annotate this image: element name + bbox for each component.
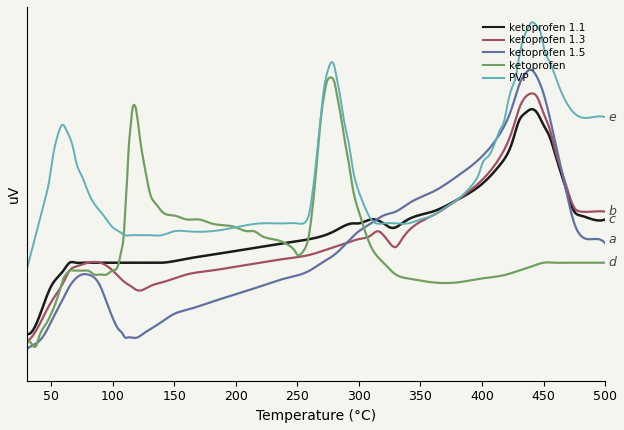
ketoprofen xyxy=(376,256,383,261)
PVP xyxy=(602,114,609,120)
ketoprofen 1.3 xyxy=(22,339,30,344)
ketoprofen 1.5 xyxy=(391,209,399,215)
Line: PVP: PVP xyxy=(26,22,605,270)
PVP xyxy=(521,33,529,38)
ketoprofen 1.1 xyxy=(59,269,66,274)
ketoprofen 1.5 xyxy=(527,67,534,72)
PVP xyxy=(391,221,399,226)
ketoprofen 1.1 xyxy=(392,225,399,230)
ketoprofen xyxy=(59,278,66,283)
Text: d: d xyxy=(609,256,617,269)
Line: ketoprofen 1.1: ketoprofen 1.1 xyxy=(26,109,605,334)
ketoprofen 1.3 xyxy=(462,191,469,197)
ketoprofen 1.1 xyxy=(528,107,535,112)
PVP xyxy=(359,199,366,204)
ketoprofen 1.3 xyxy=(521,95,529,101)
ketoprofen xyxy=(327,75,334,80)
Legend: ketoprofen 1.1, ketoprofen 1.3, ketoprofen 1.5, ketoprofen, PVP: ketoprofen 1.1, ketoprofen 1.3, ketoprof… xyxy=(480,20,588,86)
ketoprofen xyxy=(602,260,609,265)
PVP xyxy=(462,190,469,195)
ketoprofen 1.3 xyxy=(359,236,366,241)
ketoprofen 1.1 xyxy=(602,217,609,222)
ketoprofen 1.1 xyxy=(522,111,529,116)
ketoprofen 1.3 xyxy=(602,209,609,214)
ketoprofen 1.5 xyxy=(462,168,469,173)
PVP xyxy=(374,221,381,226)
Text: c: c xyxy=(609,213,616,226)
ketoprofen xyxy=(31,344,38,350)
Text: a: a xyxy=(609,233,617,246)
ketoprofen 1.5 xyxy=(22,347,30,352)
ketoprofen 1.3 xyxy=(391,245,399,250)
ketoprofen 1.1 xyxy=(24,332,32,337)
Text: e: e xyxy=(609,111,617,124)
ketoprofen xyxy=(22,343,30,348)
PVP xyxy=(58,123,66,128)
ketoprofen 1.1 xyxy=(462,192,470,197)
Text: b: b xyxy=(609,205,617,218)
ketoprofen xyxy=(522,266,530,271)
ketoprofen 1.1 xyxy=(374,218,382,223)
Line: ketoprofen 1.3: ketoprofen 1.3 xyxy=(26,93,605,341)
PVP xyxy=(22,268,30,273)
X-axis label: Temperature (°C): Temperature (°C) xyxy=(256,409,376,423)
ketoprofen 1.5 xyxy=(374,216,381,221)
ketoprofen 1.3 xyxy=(58,283,66,288)
ketoprofen 1.5 xyxy=(359,226,366,231)
ketoprofen 1.5 xyxy=(58,298,66,304)
PVP xyxy=(529,20,537,25)
ketoprofen 1.3 xyxy=(374,229,381,234)
ketoprofen xyxy=(463,279,470,284)
ketoprofen 1.1 xyxy=(22,331,30,336)
ketoprofen 1.3 xyxy=(528,91,535,96)
ketoprofen xyxy=(360,225,368,230)
Line: ketoprofen 1.5: ketoprofen 1.5 xyxy=(26,70,605,349)
Line: ketoprofen: ketoprofen xyxy=(26,77,605,347)
ketoprofen 1.5 xyxy=(602,240,609,246)
ketoprofen xyxy=(392,273,400,278)
ketoprofen 1.1 xyxy=(359,220,367,225)
ketoprofen 1.5 xyxy=(521,72,529,77)
Y-axis label: uV: uV xyxy=(7,185,21,203)
